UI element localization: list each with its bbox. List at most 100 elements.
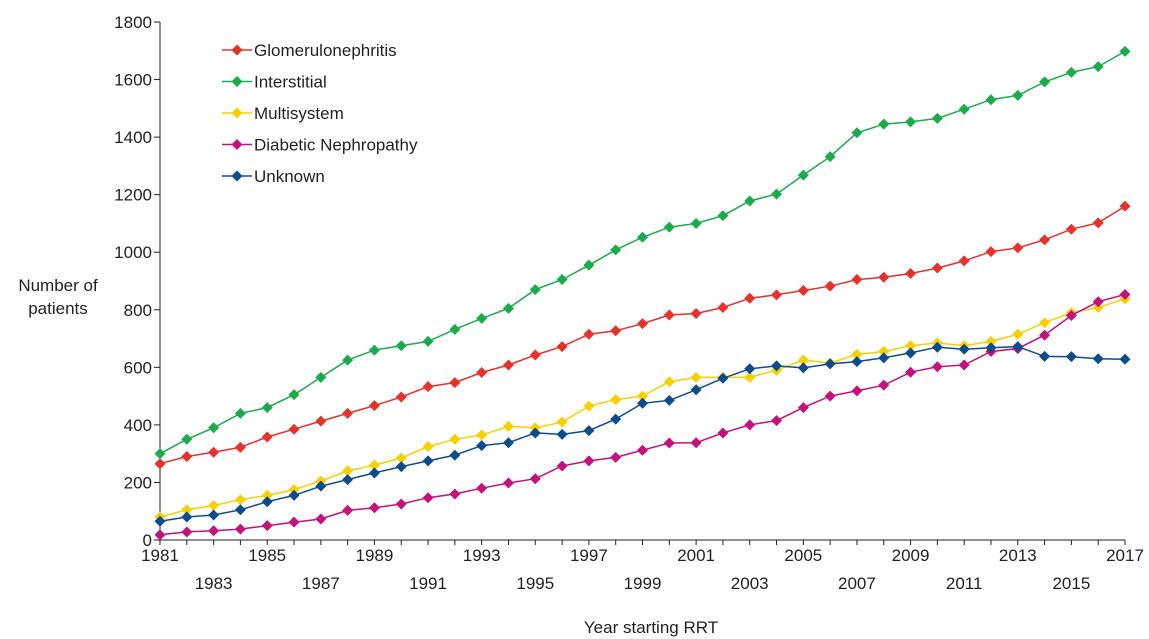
data-point-interstitial (1092, 61, 1104, 73)
data-point-unknown (1012, 341, 1024, 353)
x-axis-label: Year starting RRT (584, 618, 718, 637)
data-point-diabetic-nephropathy (181, 526, 193, 538)
x-tick-label: 1999 (624, 574, 662, 593)
data-point-multisystem (985, 335, 997, 347)
chart-axes: 0 200 400 600 800 1000 1200 1400 1600 1800 1981 198… (114, 13, 1144, 593)
data-point-multisystem (261, 489, 273, 501)
y-tick-label: 400 (124, 416, 152, 435)
data-point-diabetic-nephropathy (529, 473, 541, 485)
data-point-unknown (529, 427, 541, 439)
data-point-diabetic-nephropathy (556, 460, 568, 472)
data-point-glomerulonephritis (610, 325, 622, 337)
data-point-interstitial (905, 116, 917, 128)
data-point-interstitial (315, 371, 327, 383)
x-tick-label: 2017 (1106, 546, 1144, 565)
data-point-interstitial (824, 151, 836, 163)
x-tick-label: 1997 (570, 546, 608, 565)
data-point-unknown (931, 341, 943, 353)
data-point-glomerulonephritis (315, 415, 327, 427)
data-point-interstitial (556, 274, 568, 286)
y-tick-label: 1400 (114, 128, 152, 147)
data-point-multisystem (208, 499, 220, 511)
data-point-diabetic-nephropathy (154, 529, 166, 541)
data-point-glomerulonephritis (154, 458, 166, 470)
y-axis-label: Number of (18, 276, 98, 295)
data-point-unknown (476, 440, 488, 452)
data-point-diabetic-nephropathy (797, 402, 809, 414)
data-point-glomerulonephritis (476, 367, 488, 379)
data-point-diabetic-nephropathy (824, 390, 836, 402)
x-tick-label: 1989 (356, 546, 394, 565)
data-point-interstitial (637, 231, 648, 243)
data-point-interstitial (261, 402, 273, 414)
series-line-diabetic-nephropathy (159, 293, 1126, 536)
data-point-unknown (878, 352, 890, 364)
data-point-interstitial (610, 244, 622, 256)
data-point-glomerulonephritis (181, 451, 193, 463)
data-point-interstitial (690, 217, 702, 229)
y-tick-label: 1200 (114, 186, 152, 205)
data-point-unknown (905, 347, 917, 359)
x-tick-label: 2001 (677, 546, 715, 565)
data-point-glomerulonephritis (368, 400, 380, 412)
data-point-glomerulonephritis (771, 289, 783, 301)
data-point-multisystem (583, 400, 595, 412)
data-point-multisystem (637, 390, 648, 402)
data-point-glomerulonephritis (744, 292, 756, 304)
data-point-unknown (261, 496, 273, 508)
data-point-diabetic-nephropathy (717, 427, 729, 439)
data-point-multisystem (476, 429, 488, 441)
x-tick-label: 2009 (892, 546, 930, 565)
data-point-diabetic-nephropathy (208, 525, 220, 537)
legend-marker-multisystem (231, 107, 243, 119)
x-tick-label: 1991 (409, 574, 447, 593)
axis-labels: Number of patients Year starting RRT (18, 276, 718, 637)
data-point-diabetic-nephropathy (395, 498, 407, 510)
series-line-unknown (159, 345, 1126, 523)
series-layer (154, 45, 1131, 541)
x-tick-label: 2005 (784, 546, 822, 565)
x-tick-label: 1987 (302, 574, 340, 593)
data-point-glomerulonephritis (985, 246, 997, 258)
data-point-interstitial (771, 188, 783, 200)
data-point-interstitial (1065, 66, 1077, 78)
data-point-diabetic-nephropathy (958, 359, 970, 371)
data-point-unknown (395, 461, 407, 473)
data-point-unknown (824, 358, 836, 370)
legend-label-diabetic-nephropathy: Diabetic Nephropathy (254, 136, 418, 155)
data-point-unknown (583, 425, 595, 437)
data-point-interstitial (931, 112, 943, 124)
data-point-diabetic-nephropathy (342, 504, 354, 516)
legend-marker-diabetic-nephropathy (231, 139, 243, 150)
data-point-multisystem (1039, 317, 1051, 329)
data-point-glomerulonephritis (931, 262, 943, 274)
data-point-multisystem (181, 504, 193, 516)
data-point-glomerulonephritis (529, 349, 541, 361)
data-point-diabetic-nephropathy (422, 492, 434, 504)
data-point-unknown (1119, 353, 1131, 365)
data-point-unknown (744, 363, 756, 375)
y-tick-label: 1600 (114, 71, 152, 90)
data-point-multisystem (797, 354, 809, 366)
data-point-interstitial (208, 422, 220, 434)
legend-label-interstitial: Interstitial (254, 73, 327, 92)
data-point-glomerulonephritis (234, 441, 246, 453)
data-point-multisystem (905, 340, 917, 352)
y-tick-label: 200 (124, 473, 152, 492)
y-tick-label: 0 (143, 531, 152, 550)
data-point-glomerulonephritis (878, 271, 890, 283)
data-point-diabetic-nephropathy (476, 482, 488, 494)
data-point-interstitial (422, 335, 434, 347)
data-point-unknown (556, 428, 568, 440)
data-point-diabetic-nephropathy (583, 455, 595, 467)
data-point-interstitial (476, 312, 488, 324)
y-tick-label: 800 (124, 301, 152, 320)
data-point-multisystem (234, 494, 246, 506)
x-tick-label: 1983 (195, 574, 233, 593)
data-point-diabetic-nephropathy (610, 451, 622, 463)
data-point-unknown (1065, 351, 1077, 363)
data-point-unknown (958, 343, 970, 355)
legend-marker-interstitial (231, 76, 243, 87)
data-point-multisystem (502, 420, 514, 432)
data-point-diabetic-nephropathy (315, 513, 327, 525)
